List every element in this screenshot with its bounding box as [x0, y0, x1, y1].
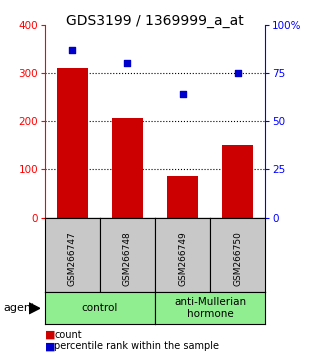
Bar — [57, 68, 88, 218]
Point — [125, 61, 130, 66]
Polygon shape — [29, 303, 40, 314]
Text: ■: ■ — [45, 330, 55, 339]
Bar — [112, 118, 143, 218]
Text: percentile rank within the sample: percentile rank within the sample — [54, 341, 219, 351]
Text: anti-Mullerian
hormone: anti-Mullerian hormone — [174, 297, 246, 319]
Text: GSM266749: GSM266749 — [178, 232, 187, 286]
Point — [180, 91, 185, 97]
Text: control: control — [82, 303, 118, 313]
Text: GSM266747: GSM266747 — [68, 232, 77, 286]
Point — [70, 47, 75, 53]
Text: count: count — [54, 330, 82, 339]
Text: GSM266748: GSM266748 — [123, 232, 132, 286]
Text: ■: ■ — [45, 341, 55, 351]
Bar — [222, 145, 253, 218]
Text: agent: agent — [3, 303, 35, 313]
Bar — [167, 176, 198, 218]
Text: GDS3199 / 1369999_a_at: GDS3199 / 1369999_a_at — [66, 14, 244, 28]
Text: GSM266750: GSM266750 — [233, 231, 242, 286]
Point — [235, 70, 240, 76]
